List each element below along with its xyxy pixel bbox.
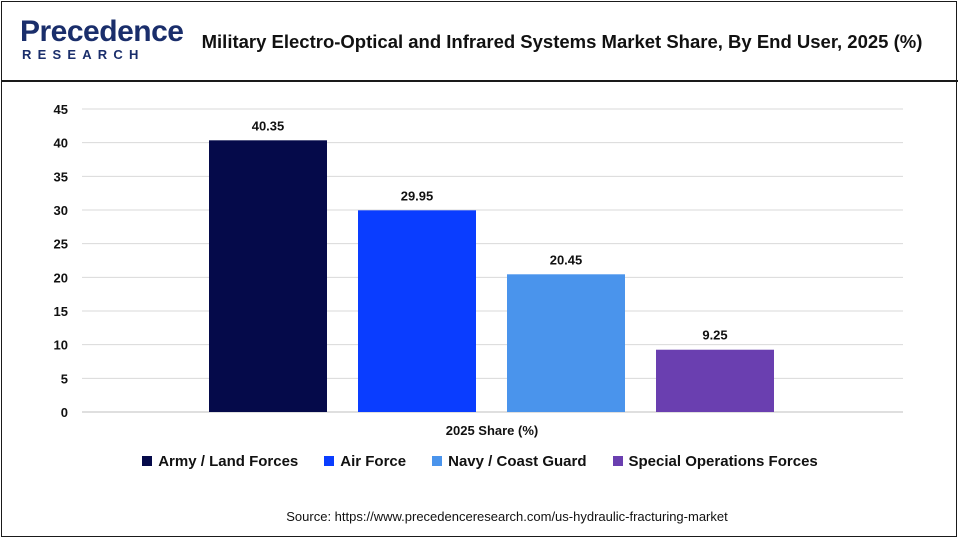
data-label: 20.45 xyxy=(550,252,583,267)
grid-lines xyxy=(82,108,903,413)
legend-label: Special Operations Forces xyxy=(628,452,818,470)
y-tick-label: 5 xyxy=(61,371,68,386)
legend-swatch xyxy=(142,456,153,466)
legend-item: Special Operations Forces xyxy=(612,452,818,470)
y-tick-label: 25 xyxy=(54,237,68,252)
y-tick-label: 0 xyxy=(61,405,68,420)
data-label: 9.25 xyxy=(702,328,727,343)
legend-swatch xyxy=(432,456,443,466)
legend-item: Air Force xyxy=(324,453,406,470)
logo-wordmark: Precedence xyxy=(20,15,184,48)
y-tick-label: 45 xyxy=(54,102,68,117)
bar-navy-coast-guard xyxy=(507,274,625,412)
brand-logo: Precedence RESEARCH xyxy=(20,16,184,66)
y-tick-label: 15 xyxy=(54,304,68,319)
logo-subtitle: RESEARCH xyxy=(22,47,145,62)
data-label: 29.95 xyxy=(401,188,434,203)
y-tick-label: 35 xyxy=(54,169,68,184)
legend: Army / Land Forces Air Force Navy / Coast … xyxy=(0,451,960,471)
data-label: 40.35 xyxy=(252,118,285,133)
bar-army-land-forces xyxy=(209,140,327,412)
legend-item: Navy / Coast Guard xyxy=(432,452,587,470)
legend-label: Army / Land Forces xyxy=(158,452,299,470)
legend-swatch xyxy=(324,456,335,466)
data-labels: 40.35 29.95 20.45 9.25 xyxy=(252,118,728,342)
x-axis-label: 2025 Share (%) xyxy=(446,423,539,438)
legend-item: Army / Land Forces xyxy=(142,453,298,470)
page-title: Military Electro-Optical and Infrared Sy… xyxy=(201,31,923,52)
legend-label: Navy / Coast Guard xyxy=(448,452,587,470)
y-tick-label: 20 xyxy=(54,270,68,285)
bars xyxy=(209,140,774,412)
bar-special-operations-forces xyxy=(656,349,774,412)
header: Precedence RESEARCH Military Electro-Opt… xyxy=(2,2,958,82)
y-axis-ticks: 0 5 10 15 20 25 30 35 40 45 xyxy=(54,102,68,420)
y-tick-label: 40 xyxy=(54,136,68,151)
bar-air-force xyxy=(358,210,476,412)
legend-swatch xyxy=(612,456,623,466)
y-tick-label: 30 xyxy=(54,203,68,218)
source-note: Source: https://www.precedenceresearch.c… xyxy=(286,509,728,524)
y-tick-label: 10 xyxy=(54,338,68,353)
legend-label: Air Force xyxy=(340,452,407,470)
